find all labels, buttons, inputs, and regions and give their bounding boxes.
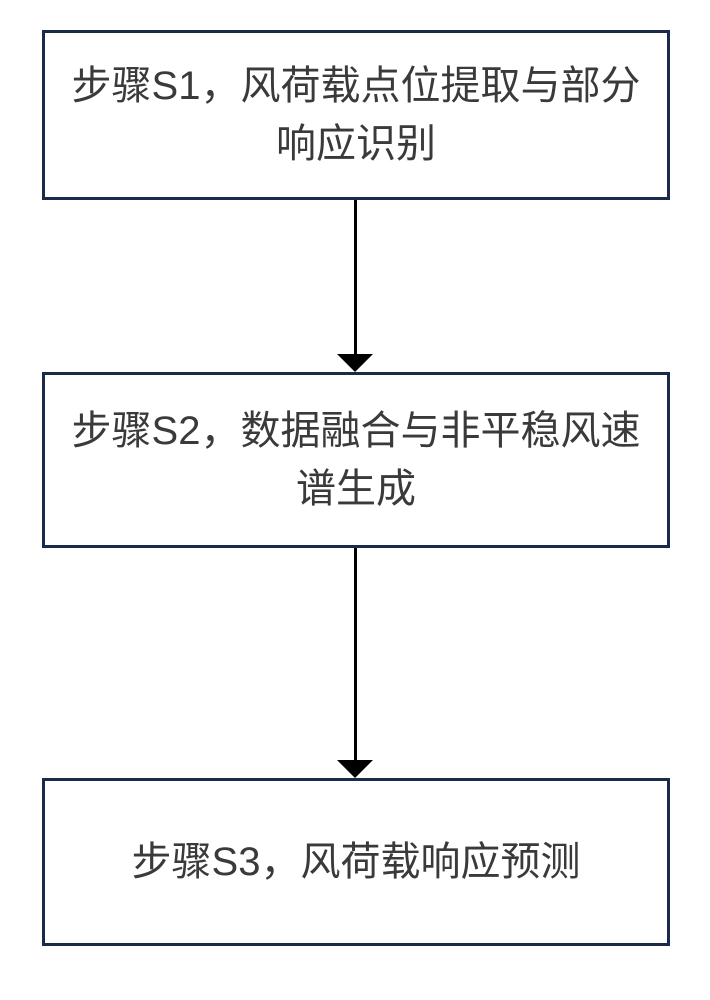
flow-node-s2: 步骤S2，数据融合与非平稳风速谱生成 <box>42 372 670 548</box>
flowchart-canvas: 步骤S1，风荷载点位提取与部分响应识别 步骤S2，数据融合与非平稳风速谱生成 步… <box>0 0 710 1000</box>
flow-node-s3: 步骤S3，风荷载响应预测 <box>42 778 670 946</box>
flow-node-s2-label: 步骤S2，数据融合与非平稳风速谱生成 <box>65 402 647 518</box>
flow-arrow-head-2 <box>337 760 373 778</box>
flow-node-s3-label: 步骤S3，风荷载响应预测 <box>132 833 581 891</box>
flow-node-s1: 步骤S1，风荷载点位提取与部分响应识别 <box>42 30 670 200</box>
flow-arrow-line-2 <box>354 548 357 760</box>
flow-arrow-line-1 <box>354 200 357 354</box>
flow-arrow-head-1 <box>337 354 373 372</box>
flow-node-s1-label: 步骤S1，风荷载点位提取与部分响应识别 <box>65 57 647 173</box>
